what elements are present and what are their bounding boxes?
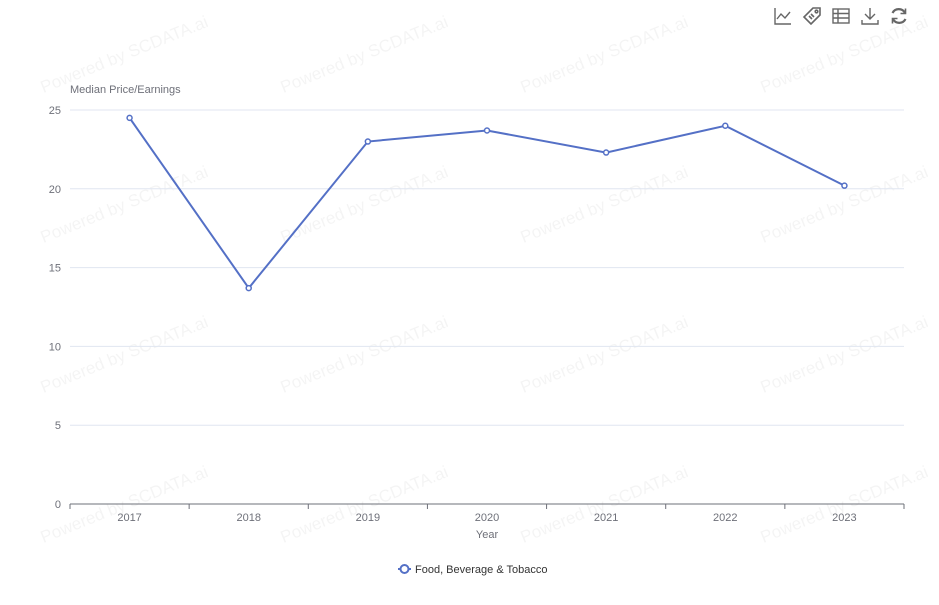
- y-tick-label: 15: [49, 263, 61, 275]
- y-tick-label: 5: [55, 420, 61, 432]
- legend-item[interactable]: Food, Beverage & Tobacco: [415, 564, 548, 576]
- series-line: [128, 117, 845, 290]
- y-axis-title: Median Price/Earnings: [70, 84, 181, 96]
- data-point: [722, 122, 729, 130]
- line-chart-icon[interactable]: [773, 6, 793, 26]
- x-tick-label: 2022: [713, 512, 737, 524]
- x-axis-title: Year: [476, 529, 499, 541]
- data-point: [602, 149, 610, 156]
- download-icon[interactable]: [860, 6, 880, 26]
- chart-toolbar: [773, 6, 909, 26]
- y-tick-label: 10: [49, 341, 61, 353]
- data-point: [245, 284, 252, 292]
- legend-marker: [399, 564, 410, 574]
- x-tick-label: 2023: [832, 512, 856, 524]
- x-tick-label: 2017: [117, 512, 141, 524]
- x-tick-label: 2018: [236, 512, 260, 524]
- data-point: [126, 114, 133, 122]
- tag-icon[interactable]: [802, 6, 822, 26]
- data-point: [841, 182, 848, 189]
- x-tick-label: 2019: [356, 512, 380, 524]
- y-tick-label: 20: [49, 184, 61, 196]
- x-tick-label: 2020: [475, 512, 499, 524]
- y-tick-label: 0: [55, 499, 61, 511]
- x-tick-label: 2021: [594, 512, 618, 524]
- y-tick-label: 25: [49, 105, 61, 117]
- refresh-icon[interactable]: [889, 6, 909, 26]
- data-point: [364, 138, 372, 145]
- data-table-icon[interactable]: [831, 6, 851, 26]
- data-point: [483, 127, 491, 134]
